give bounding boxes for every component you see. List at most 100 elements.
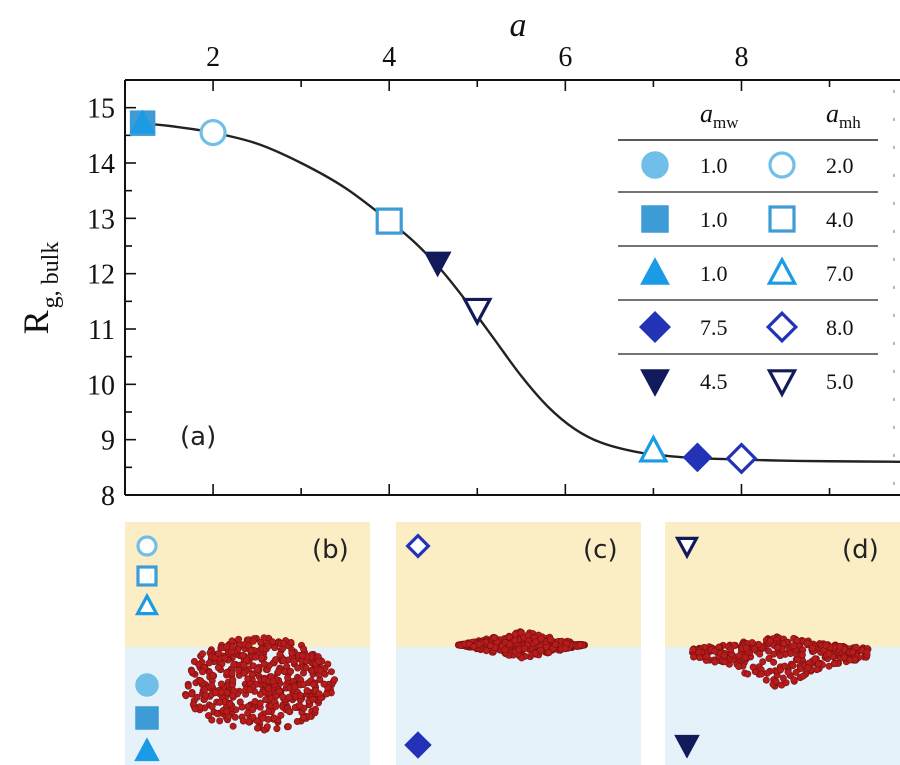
polymer-bead [235, 666, 243, 674]
polymer-bead [849, 648, 857, 656]
polymer-bead [244, 709, 252, 717]
legend-marker-triangle-up-open [766, 256, 798, 285]
polymer-bead [309, 695, 317, 703]
data-point-triangle-up-filled [129, 109, 156, 134]
polymer-bead [792, 668, 800, 676]
x-tick-label: 6 [558, 42, 572, 73]
polymer-bead [742, 644, 750, 652]
snapshot-panel-label: (b) [312, 535, 349, 565]
polymer-bead [293, 717, 301, 725]
polymer-bead [765, 654, 773, 662]
polymer-bead [190, 657, 198, 665]
polymer-bead [711, 658, 719, 666]
polymer-bead [191, 705, 199, 713]
polymer-bead [750, 645, 758, 653]
polymer-bead [294, 664, 302, 672]
upper-phase-region [396, 522, 641, 647]
polymer-bead [721, 658, 729, 666]
polymer-bead [532, 638, 540, 646]
polymer-bead [230, 661, 238, 669]
polymer-bead [287, 667, 295, 675]
polymer-bead [274, 668, 282, 676]
x-tick-label: 8 [734, 42, 748, 73]
polymer-bead [216, 717, 224, 725]
polymer-bead [735, 652, 743, 660]
polymer-bead [825, 650, 833, 658]
polymer-bead [765, 647, 773, 655]
polymer-bead [240, 661, 248, 669]
y-tick-label: 9 [101, 426, 115, 457]
polymer-bead [309, 680, 317, 688]
polymer-bead [315, 657, 323, 665]
polymer-bead [217, 688, 225, 696]
polymer-bead [281, 668, 289, 676]
upper-phase-region [665, 522, 900, 647]
polymer-bead [780, 639, 788, 647]
polymer-bead [201, 686, 209, 694]
snapshot-bottom-marker-triangle-down [674, 734, 700, 759]
polymer-bead [247, 647, 255, 655]
polymer-bead [762, 676, 770, 684]
data-point-triangle-down-filled [423, 251, 452, 278]
legend-marker-circle-open [768, 151, 796, 179]
polymer-bead [229, 676, 237, 684]
legend-marker-diamond-open [765, 310, 799, 344]
polymer-bead [205, 659, 213, 667]
polymer-bead [291, 683, 299, 691]
polymer-bead [776, 652, 784, 660]
polymer-bead [863, 648, 871, 656]
legend-header-amh: amh [826, 99, 861, 132]
polymer-bead [695, 653, 703, 661]
polymer-bead [825, 662, 833, 670]
polymer-bead [822, 641, 830, 649]
snapshot-top-marker-circle [136, 535, 158, 557]
polymer-bead [299, 651, 307, 659]
polymer-bead [320, 680, 328, 688]
polymer-bead [184, 682, 192, 690]
polymer-bead [188, 667, 196, 675]
polymer-bead [226, 700, 234, 708]
polymer-bead [229, 692, 237, 700]
x-tick-label: 4 [382, 42, 396, 73]
snapshot-top-marker-square [136, 565, 158, 587]
polymer-bead [236, 698, 244, 706]
polymer-bead [208, 703, 216, 711]
legend-header-amw: amw [700, 99, 739, 132]
polymer-bead [259, 714, 267, 722]
polymer-bead [804, 664, 812, 672]
polymer-bead [327, 668, 335, 676]
polymer-bead [193, 693, 201, 701]
polymer-bead [216, 698, 224, 706]
polymer-bead [537, 635, 545, 643]
polymer-bead [846, 656, 854, 664]
polymer-bead [228, 637, 236, 645]
polymer-bead [798, 651, 806, 659]
polymer-bead [211, 689, 219, 697]
y-tick-label: 8 [101, 481, 115, 512]
legend-amw-value: 7.5 [700, 315, 728, 340]
polymer-bead [288, 649, 296, 657]
polymer-bead [811, 655, 819, 663]
polymer-bead [506, 640, 514, 648]
legend-amh-value: 7.0 [826, 261, 854, 286]
snapshot-bottom-marker-circle [135, 673, 159, 697]
legend-marker-triangle-down-filled [640, 369, 670, 397]
polymer-bead [814, 660, 822, 668]
polymer-bead [789, 662, 797, 670]
polymer-bead [208, 682, 216, 690]
polymer-bead [248, 671, 256, 679]
data-point-triangle-up-open [638, 434, 669, 463]
polymer-bead [511, 630, 519, 638]
polymer-bead [199, 650, 207, 658]
polymer-bead [270, 714, 278, 722]
y-tick-label: 11 [88, 315, 115, 346]
legend-marker-square-filled [641, 205, 669, 233]
polymer-bead [749, 663, 757, 671]
snapshot-panel-2: (d) [665, 522, 900, 765]
legend-marker-square-open [768, 205, 796, 233]
polymer-bead [290, 657, 298, 665]
polymer-bead [228, 669, 236, 677]
polymer-bead [300, 645, 308, 653]
polymer-bead [531, 649, 539, 657]
